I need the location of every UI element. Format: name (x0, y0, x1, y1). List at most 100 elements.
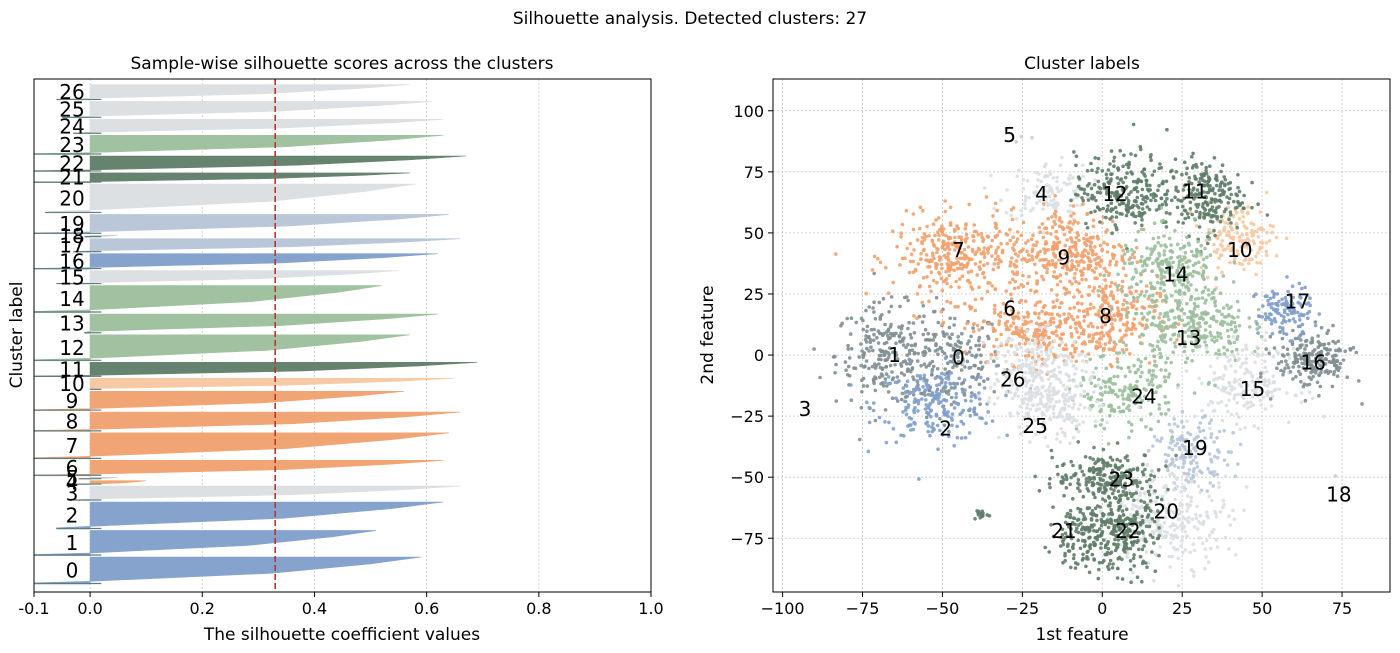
scatter-point (937, 270, 941, 275)
scatter-point (980, 514, 984, 519)
scatter-point (1147, 294, 1152, 299)
scatter-point (1179, 544, 1183, 548)
scatter-point (875, 335, 879, 340)
scatter-point (1125, 555, 1129, 559)
scatter-point (1134, 311, 1138, 316)
scatter-title: Cluster labels (1024, 54, 1140, 74)
scatter-point (948, 336, 953, 341)
scatter-point (888, 336, 892, 340)
scatter-point (1150, 173, 1155, 177)
scatter-point (1199, 265, 1204, 270)
scatter-point (884, 349, 888, 354)
scatter-point (1209, 432, 1214, 436)
scatter-point (904, 208, 909, 213)
scatter-point (1150, 298, 1154, 302)
scatter-point (1235, 225, 1239, 230)
scatter-point (1209, 418, 1214, 423)
scatter-point (1093, 209, 1097, 214)
scatter-point (1268, 334, 1273, 339)
scatter-point (1031, 243, 1036, 247)
scatter-point (1093, 156, 1097, 160)
scatter-point (1132, 317, 1136, 321)
scatter-point (1237, 324, 1242, 328)
scatter-point (1201, 428, 1206, 433)
scatter-point (1074, 346, 1078, 351)
scatter-point (1053, 194, 1057, 198)
scatter-point (1102, 512, 1106, 517)
scatter-point (1331, 358, 1336, 363)
scatter-point (1044, 162, 1048, 166)
scatter-point (903, 359, 907, 363)
scatter-point (1085, 211, 1090, 216)
scatter-point (1053, 304, 1057, 309)
scatter-point (911, 259, 915, 264)
scatter-point (1240, 361, 1245, 366)
scatter-point (1254, 254, 1258, 259)
scatter-point (1215, 338, 1219, 343)
scatter-point (965, 359, 970, 364)
scatter-point (1149, 198, 1153, 203)
scatter-point (1191, 475, 1196, 480)
scatter-point (1026, 353, 1031, 358)
scatter-point (1102, 473, 1106, 477)
scatter-point (1198, 212, 1202, 217)
scatter-point (1135, 498, 1140, 502)
scatter-point (1030, 254, 1034, 259)
scatter-point (1052, 352, 1056, 357)
scatter-point (1024, 241, 1028, 245)
scatter-point (1101, 206, 1105, 211)
scatter-cluster-5 (1004, 127, 1034, 144)
scatter-point (1113, 495, 1117, 500)
scatter-point (1169, 337, 1173, 342)
scatter-point (931, 364, 936, 369)
scatter-point (871, 348, 875, 353)
scatter-point (859, 363, 863, 368)
scatter-point (956, 305, 960, 309)
scatter-point (1055, 464, 1059, 469)
scatter-point (1012, 286, 1017, 291)
scatter-point (1084, 480, 1089, 484)
scatter-point (1014, 326, 1018, 330)
scatter-point (1170, 435, 1174, 439)
scatter-point (1212, 440, 1216, 444)
scatter-point (1097, 185, 1101, 190)
scatter-point (1182, 488, 1187, 493)
scatter-point (1140, 332, 1144, 337)
scatter-point (880, 313, 884, 317)
scatter-point (936, 320, 941, 325)
scatter-point (877, 300, 882, 305)
scatter-point (910, 366, 915, 370)
scatter-point (1066, 316, 1070, 320)
scatter-point (972, 406, 977, 411)
scatter-point (1259, 403, 1263, 407)
scatter-point (1212, 228, 1216, 233)
scatter-point (1045, 183, 1049, 187)
scatter-point (1291, 328, 1295, 333)
scatter-point (1063, 317, 1067, 322)
scatter-point (1095, 346, 1099, 351)
scatter-point (992, 359, 996, 364)
scatter-point (1088, 306, 1092, 311)
scatter-point (1164, 257, 1169, 262)
scatter-point (904, 345, 908, 350)
scatter-point (1114, 263, 1118, 267)
scatter-point (974, 353, 979, 358)
scatter-point (1226, 229, 1231, 234)
scatter-point (1086, 255, 1090, 259)
scatter-point (1111, 254, 1115, 258)
scatter-point (993, 287, 998, 291)
scatter-point (899, 326, 904, 331)
scatter-point (1074, 326, 1078, 331)
scatter-point (1022, 202, 1027, 206)
scatter-point (1187, 243, 1191, 247)
scatter-point (1218, 182, 1223, 186)
scatter-point (1081, 494, 1086, 499)
scatter-point (944, 233, 948, 238)
scatter-point (1178, 254, 1182, 259)
scatter-point (1116, 508, 1121, 512)
scatter-point (1106, 494, 1111, 499)
scatter-point (1098, 337, 1102, 341)
scatter-point (1056, 275, 1060, 279)
scatter-point (1134, 370, 1138, 375)
scatter-point (1029, 237, 1034, 241)
